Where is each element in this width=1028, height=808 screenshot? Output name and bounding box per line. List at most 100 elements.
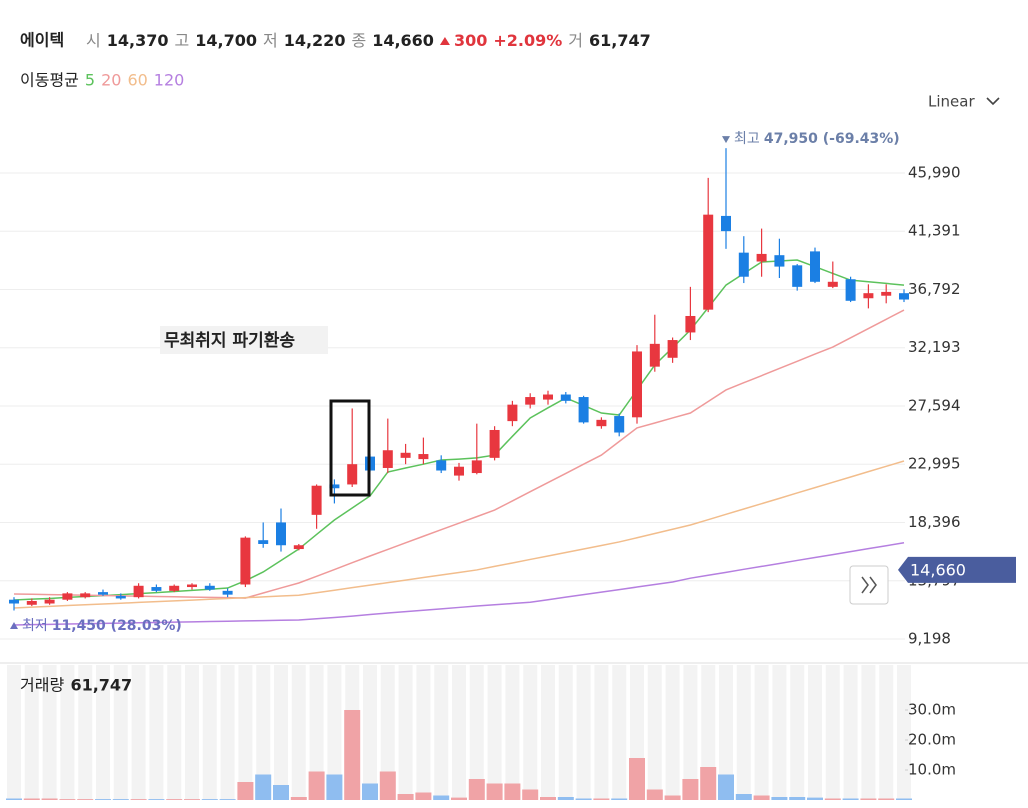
volume-column-bg — [7, 665, 21, 800]
candle-body — [774, 255, 785, 267]
scroll-right[interactable] — [849, 565, 889, 605]
value: 14,660 — [372, 31, 434, 50]
volume-column-bg — [861, 665, 876, 800]
volume-bar — [362, 783, 378, 800]
volume-bar — [326, 774, 343, 800]
stock-name: 에이텍 — [20, 31, 64, 50]
candle-body — [133, 585, 144, 598]
candle-body — [560, 394, 571, 401]
scale-mode[interactable]: Linear — [928, 93, 975, 111]
volume-column-bg — [363, 665, 377, 800]
y-tick-label: 45,990 — [908, 163, 961, 181]
volume-column-bg — [220, 665, 235, 800]
candle-body — [471, 460, 482, 474]
volume-column-bg — [291, 665, 306, 800]
volume-column-bg — [612, 665, 627, 800]
volume-column-bg — [701, 665, 716, 800]
volume-bar — [789, 797, 806, 800]
volume-column-bg — [719, 665, 733, 800]
volume-column-bg — [594, 665, 609, 800]
volume-bar — [397, 794, 414, 800]
candle-body — [827, 281, 838, 287]
candle-body — [899, 293, 909, 300]
volume-column-bg — [238, 665, 253, 800]
scroll-button[interactable] — [849, 565, 889, 605]
volume-column-bg — [452, 665, 466, 800]
value: 14,700 — [195, 31, 257, 50]
candle-body — [293, 545, 304, 550]
volume-bar — [59, 799, 76, 800]
ma-line — [13, 460, 905, 609]
volume-bar — [308, 771, 325, 800]
y-tick-label: 27,594 — [908, 396, 961, 414]
y-tick-label: 32,193 — [908, 338, 961, 356]
candle-body — [525, 397, 536, 405]
volume-column-bg — [167, 665, 182, 800]
candle-body — [9, 599, 19, 604]
candle-body — [44, 599, 55, 604]
volume-column-bg — [327, 665, 342, 800]
candle-body — [204, 585, 215, 590]
volume-bar — [611, 798, 628, 800]
candle-body — [810, 251, 820, 282]
candle-body — [98, 592, 108, 595]
volume-column-bg — [808, 665, 822, 800]
candle-body — [400, 452, 411, 458]
volume-column-bg — [309, 665, 324, 800]
volume-bar — [646, 789, 663, 800]
volume-column-bg — [843, 665, 858, 800]
annotation: 무최취지 파기환송 — [164, 330, 295, 351]
volume-tick-label: 20.0m — [908, 731, 956, 749]
volume-bar — [273, 785, 289, 800]
scale-dropdown[interactable]: Linear — [928, 93, 1000, 111]
candle-body — [578, 397, 589, 423]
candle-body — [756, 253, 767, 262]
volume-bar — [41, 798, 58, 800]
current-price-label: 14,660 — [910, 560, 966, 579]
candle-body — [222, 590, 233, 595]
y-tick-label: 22,995 — [908, 455, 961, 473]
volume-column-bg — [185, 665, 199, 800]
volume-bar — [290, 797, 307, 800]
candle-body — [703, 214, 714, 310]
volume-bar — [486, 783, 503, 800]
volume-bar — [379, 771, 396, 800]
candle-body — [454, 466, 464, 476]
legend-entry: 20 — [101, 71, 121, 90]
annotation-bg — [160, 326, 328, 354]
high-marker-label: 최고 — [734, 131, 760, 147]
candle-body — [382, 450, 393, 468]
volume-bar — [807, 797, 823, 800]
candle-body — [311, 485, 322, 515]
candle-body — [667, 340, 678, 358]
candle-body — [507, 404, 518, 422]
volume-bar — [6, 798, 22, 800]
volume-column-bg — [398, 665, 413, 800]
ma-line — [13, 541, 905, 626]
volume-column-bg — [113, 665, 128, 800]
volume-bar — [540, 797, 556, 800]
candle-body — [845, 279, 856, 301]
volume-column-bg — [825, 665, 840, 800]
label: 저 — [263, 31, 278, 50]
candle-body — [169, 585, 180, 591]
volume-bar — [682, 779, 699, 800]
high-marker-value: 47,950 (-69.43%) — [764, 131, 900, 147]
volume-column-bg — [469, 665, 484, 800]
y-tick-label: 41,391 — [908, 222, 961, 240]
volume-bar — [860, 798, 877, 800]
label: 종 — [351, 31, 366, 50]
candle-body — [792, 265, 803, 287]
candle-body — [187, 584, 197, 588]
volume-bar — [95, 799, 111, 800]
legend-entry: 5 — [85, 71, 95, 90]
y-tick-label: 36,792 — [908, 280, 961, 298]
volume-tick-label: 10.0m — [908, 761, 956, 779]
volume-bar — [468, 779, 485, 800]
y-tick-label: 18,396 — [908, 513, 961, 531]
volume-column-bg — [541, 665, 555, 800]
volume-column-bg — [131, 665, 146, 800]
candle-body — [489, 429, 500, 458]
candle-body — [436, 460, 447, 471]
